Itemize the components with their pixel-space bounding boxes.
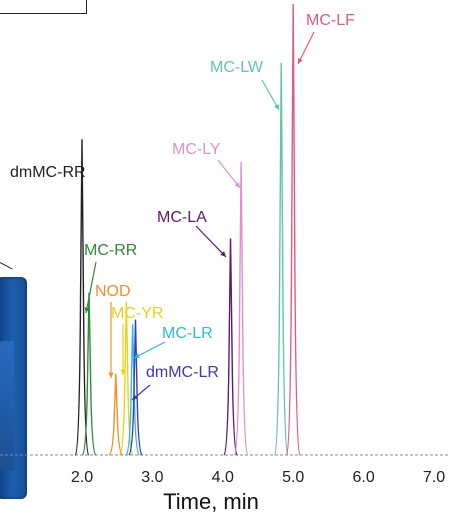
peak-label-mc-rr: MC-RR bbox=[84, 242, 137, 314]
label-arrow-head bbox=[298, 58, 303, 64]
peak-label-mc-la: MC-LA bbox=[157, 209, 227, 258]
label-arrow-line bbox=[195, 225, 227, 258]
x-tick-label: 4.0 bbox=[212, 469, 234, 486]
peak-label-text: MC-YR bbox=[111, 305, 163, 322]
peak-label-mc-yr: MC-YR bbox=[111, 305, 163, 375]
inset-image-panel bbox=[0, 341, 14, 471]
peak-mc-yr bbox=[119, 301, 134, 456]
inset-image-fragment bbox=[0, 277, 27, 499]
peak-label-text: MC-LA bbox=[157, 209, 207, 226]
peaks bbox=[74, 3, 301, 456]
label-arrow-head bbox=[108, 372, 114, 378]
peak-label-dmmc-lr: dmMC-LR bbox=[131, 364, 219, 401]
label-arrow-head bbox=[84, 307, 90, 313]
x-tick-label: 2.0 bbox=[71, 469, 93, 486]
peak-label-text: dmMC-RR bbox=[10, 164, 86, 181]
label-arrow-head bbox=[234, 182, 240, 188]
peak-label-text: MC-LW bbox=[210, 59, 264, 76]
peak-mc-lf bbox=[285, 3, 301, 456]
peak-label-text: MC-RR bbox=[84, 242, 137, 259]
label-arrow-line bbox=[217, 159, 241, 189]
x-tick-label: 5.0 bbox=[282, 469, 304, 486]
peak-mc-lr bbox=[125, 324, 140, 456]
peak-label-mc-lw: MC-LW bbox=[210, 59, 280, 111]
peak-mc-rr bbox=[81, 292, 97, 456]
label-arrow-line bbox=[85, 261, 97, 314]
peak-dmmc-lr bbox=[128, 319, 143, 456]
peak-label-text: MC-LR bbox=[162, 325, 213, 342]
label-arrow-line bbox=[297, 31, 315, 65]
x-tick-label: 3.0 bbox=[141, 469, 163, 486]
peak-labels: dmMC-RR MC-RR NOD MC-YR MC-LR dmMC-LR MC-LA MC-… bbox=[10, 12, 355, 401]
label-arrow-head bbox=[134, 353, 140, 358]
peak-label-text: dmMC-LR bbox=[146, 364, 219, 381]
peak-dmmc-rr bbox=[74, 139, 90, 456]
x-tick-label: 7.0 bbox=[423, 469, 445, 486]
label-arrow-head bbox=[220, 251, 226, 257]
peak-label-mc-ly: MC-LY bbox=[172, 141, 241, 189]
peak-label-mc-lf: MC-LF bbox=[297, 12, 355, 65]
x-tick-labels: 2.0 3.0 4.0 5.0 6.0 7.0 bbox=[71, 469, 445, 486]
peak-label-text: MC-LY bbox=[172, 141, 221, 158]
label-arrow-line bbox=[261, 79, 280, 111]
peak-label-mc-lr: MC-LR bbox=[133, 325, 213, 359]
peak-label-text: MC-LF bbox=[306, 12, 355, 29]
x-tick-label: 6.0 bbox=[352, 469, 374, 486]
peak-mc-la bbox=[223, 238, 238, 456]
peak-mc-lw bbox=[273, 62, 289, 456]
label-arrow-line bbox=[133, 341, 166, 359]
peak-label-nod: NOD bbox=[95, 283, 131, 378]
label-arrow-head bbox=[274, 104, 279, 110]
peak-label-text: NOD bbox=[95, 283, 131, 300]
peak-label-dmmc-rr: dmMC-RR bbox=[10, 164, 86, 181]
peak-nod bbox=[108, 373, 124, 456]
top-left-frame-fragment bbox=[0, 0, 87, 14]
x-axis-label: Time, min bbox=[163, 489, 259, 514]
label-arrow-head bbox=[132, 394, 138, 400]
label-arrow-head bbox=[120, 369, 126, 375]
peak-mc-ly bbox=[233, 161, 249, 456]
